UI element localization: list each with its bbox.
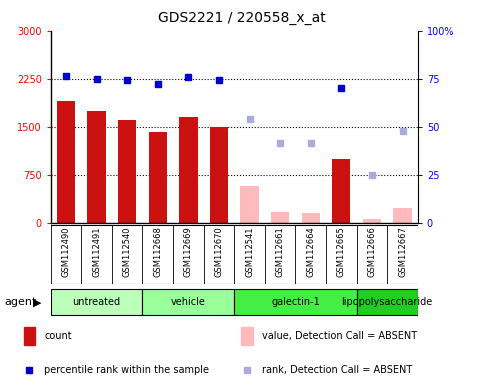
Bar bbox=[241, 185, 259, 223]
Text: GSM112665: GSM112665 bbox=[337, 227, 346, 277]
Text: galectin-1: galectin-1 bbox=[271, 297, 320, 308]
Bar bbox=[118, 120, 136, 223]
Text: GSM112540: GSM112540 bbox=[123, 227, 132, 277]
Text: agent: agent bbox=[5, 297, 37, 308]
Bar bbox=[142, 290, 234, 315]
Bar bbox=[51, 290, 142, 315]
Text: count: count bbox=[44, 331, 72, 341]
Text: value, Detection Call = ABSENT: value, Detection Call = ABSENT bbox=[262, 331, 417, 341]
Bar bbox=[271, 212, 289, 223]
Bar bbox=[179, 117, 198, 223]
Text: GSM112541: GSM112541 bbox=[245, 227, 254, 277]
Bar bbox=[149, 131, 167, 223]
Bar bbox=[234, 290, 356, 315]
Text: GSM112666: GSM112666 bbox=[368, 227, 376, 277]
Text: GSM112667: GSM112667 bbox=[398, 227, 407, 277]
Text: untreated: untreated bbox=[72, 297, 121, 308]
Bar bbox=[301, 214, 320, 223]
Text: GSM112668: GSM112668 bbox=[153, 227, 162, 277]
Text: ▶: ▶ bbox=[33, 297, 42, 308]
Text: GSM112664: GSM112664 bbox=[306, 227, 315, 277]
Text: GSM112490: GSM112490 bbox=[61, 227, 71, 277]
Bar bbox=[57, 101, 75, 223]
Bar bbox=[356, 290, 418, 315]
Bar bbox=[242, 327, 253, 345]
Text: percentile rank within the sample: percentile rank within the sample bbox=[44, 365, 210, 375]
Bar bbox=[24, 327, 35, 345]
Text: lipopolysaccharide: lipopolysaccharide bbox=[341, 297, 433, 308]
Bar bbox=[363, 219, 381, 223]
Text: rank, Detection Call = ABSENT: rank, Detection Call = ABSENT bbox=[262, 365, 412, 375]
Bar bbox=[210, 127, 228, 223]
Text: GSM112491: GSM112491 bbox=[92, 227, 101, 277]
Text: GSM112661: GSM112661 bbox=[276, 227, 284, 277]
Text: GSM112670: GSM112670 bbox=[214, 227, 224, 277]
Bar bbox=[87, 111, 106, 223]
Text: vehicle: vehicle bbox=[171, 297, 206, 308]
Bar bbox=[332, 159, 351, 223]
Bar bbox=[393, 208, 412, 223]
Text: GSM112669: GSM112669 bbox=[184, 227, 193, 277]
Text: GDS2221 / 220558_x_at: GDS2221 / 220558_x_at bbox=[157, 11, 326, 25]
